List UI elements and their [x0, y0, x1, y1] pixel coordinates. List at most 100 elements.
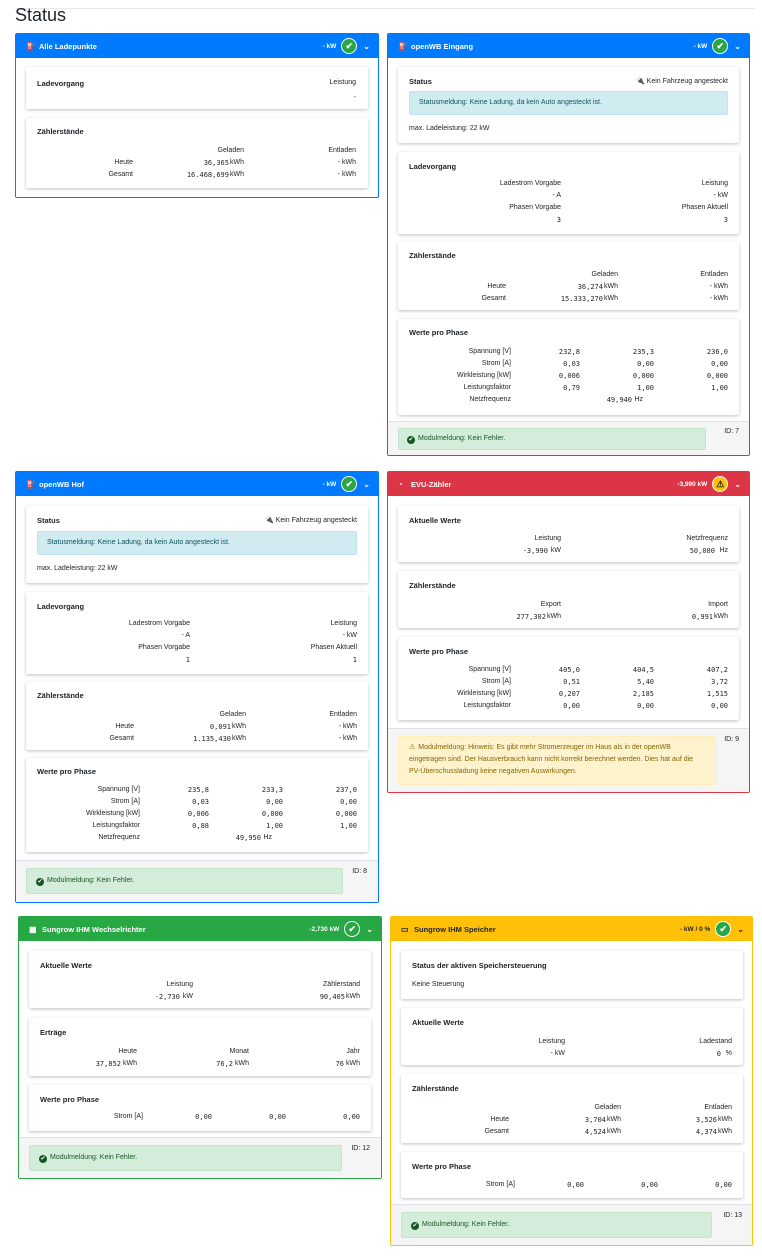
value-leistung: -3,990 — [522, 547, 548, 555]
value-spannung-l2: 235,3 — [632, 348, 654, 356]
warning-icon: ⚠ — [409, 744, 416, 751]
value-heute-entladen: - kWh — [337, 159, 356, 166]
value-netzfrequenz: 50,000 — [689, 547, 715, 555]
card-sungrow-speicher: ▭ Sungrow IHM Speicher - kW / 0 % ✔ ⌄ St… — [390, 916, 753, 1246]
value-leistungsfaktor-l2: 1,00 — [266, 822, 283, 830]
label-leistung: Leistung — [534, 535, 561, 542]
value-gesamt-geladen: 16.468,699 — [186, 171, 229, 179]
section-title: Ladevorgang — [37, 79, 85, 88]
value-speichersteuerung: Keine Steuerung — [412, 981, 465, 988]
chevron-down-icon[interactable]: ⌄ — [363, 479, 370, 489]
check-icon: ✔ — [341, 476, 358, 492]
section-title: Aktuelle Werte — [409, 516, 461, 525]
value-spannung-l1: 235,8 — [187, 786, 209, 794]
section-title: Zählerstände — [37, 691, 84, 700]
section-aktuelle-werte: Aktuelle Werte Leistung Netzfrequenz -3,… — [398, 506, 739, 562]
section-title: Ladevorgang — [37, 602, 85, 611]
value-wirkleistung-l1: 0,207 — [558, 690, 580, 698]
section-ertraege: Erträge Heute Monat Jahr 37,852 kWh 76,2… — [29, 1018, 371, 1076]
vehicle-status-text: Kein Fahrzeug angesteckt — [646, 78, 728, 85]
chevron-down-icon[interactable]: ⌄ — [737, 924, 744, 934]
section-title: Werte pro Phase — [40, 1095, 100, 1104]
label-leistung: Leistung — [166, 981, 193, 988]
module-ok-alert: ✔ Modulmeldung: Kein Fehler. — [398, 428, 706, 450]
label-export: Export — [540, 601, 561, 608]
value-strom-l1: 0,51 — [563, 678, 580, 686]
module-id: ID: 8 — [352, 868, 367, 875]
check-circle-icon: ✔ — [39, 1155, 47, 1163]
card-header[interactable]: ◔ EVU-Zähler -3,990 kW ⚠ ⌄ — [388, 472, 749, 496]
label-strom: Strom [A] — [481, 360, 511, 367]
card-header[interactable]: ⛽ openWB Hof - kW ✔ ⌄ — [16, 472, 378, 496]
card-title: openWB Eingang — [411, 41, 474, 51]
value-spannung-l2: 404,5 — [632, 666, 654, 674]
module-message: Modulmeldung: Hinweis: Es gibt mehr Stro… — [409, 744, 694, 775]
status-alert: Statusmeldung: Keine Ladung, da kein Aut… — [409, 91, 728, 115]
value-gesamt-entladen: 4,374 — [695, 1128, 717, 1136]
check-icon: ✔ — [344, 921, 361, 937]
label-strom: Strom [A] — [481, 678, 511, 685]
label-heute: Heute — [115, 723, 134, 730]
card-header[interactable]: ⛽ Alle Ladepunkte - kW ✔ ⌄ — [16, 34, 378, 58]
check-icon: ✔ — [712, 38, 729, 54]
unit: kWh — [123, 1060, 137, 1067]
value-strom-l3: 0,00 — [715, 1181, 732, 1189]
label-leistungsfaktor: Leistungsfaktor — [463, 702, 511, 709]
card-title: Sungrow IHM Speicher — [414, 924, 496, 934]
value-jahr: 76 — [335, 1060, 344, 1068]
chevron-down-icon[interactable]: ⌄ — [734, 41, 741, 51]
label-spannung: Spannung [V] — [468, 666, 511, 673]
value-spannung-l1: 405,0 — [558, 666, 580, 674]
value-leistungsfaktor-l1: 0,79 — [563, 384, 580, 392]
section-title: Status der aktiven Speichersteuerung — [412, 961, 547, 970]
unit: kWh — [235, 1060, 249, 1067]
label-geladen: Geladen — [217, 147, 244, 154]
value-leistungsfaktor-l3: 1,00 — [340, 822, 357, 830]
module-message: Modulmeldung: Kein Fehler. — [50, 1154, 138, 1161]
section-zaehlerstaende: Zählerstände Geladen Entladen Heute 36,2… — [398, 242, 739, 310]
chevron-down-icon[interactable]: ⌄ — [363, 41, 370, 51]
module-message: Modulmeldung: Kein Fehler. — [422, 1221, 510, 1228]
section-status: Status 🔌 Kein Fahrzeug angesteckt Status… — [26, 506, 368, 583]
section-title: Zählerstände — [412, 1084, 459, 1093]
section-title: Zählerstände — [409, 581, 456, 590]
unit: kWh — [230, 159, 244, 166]
value-wirkleistung-l2: 0,000 — [261, 810, 283, 818]
card-footer: ✔ Modulmeldung: Kein Fehler. ID: 13 — [391, 1204, 752, 1245]
section-title: Werte pro Phase — [409, 328, 469, 337]
value-leistung: - — [353, 94, 356, 101]
charging-station-icon: ⛽ — [26, 479, 36, 489]
value-leistung: - kW — [550, 1050, 565, 1057]
unit: Hz — [634, 396, 643, 403]
value-phasen-vorgabe: 3 — [556, 216, 561, 224]
unit: kWh — [346, 993, 360, 1000]
value-strom-l3: 3,72 — [711, 678, 728, 686]
card-alle-ladepunkte: ⛽ Alle Ladepunkte - kW ✔ ⌄ Ladevorgang L… — [15, 33, 379, 198]
value-spannung-l3: 407,2 — [706, 666, 728, 674]
label-wirkleistung: Wirkleistung [kW] — [456, 372, 511, 379]
value-strom-l2: 5,40 — [637, 678, 654, 686]
card-header[interactable]: ⛽ openWB Eingang - kW ✔ ⌄ — [388, 34, 749, 58]
chevron-down-icon[interactable]: ⌄ — [734, 479, 741, 489]
section-werte-pro-phase: Werte pro Phase Strom [A] 0,00 0,00 0,00 — [29, 1085, 371, 1131]
label-phasen-aktuell: Phasen Aktuell — [310, 644, 357, 651]
plug-icon: 🔌 — [265, 517, 274, 524]
chevron-down-icon[interactable]: ⌄ — [366, 924, 373, 934]
value-heute-geladen: 0,091 — [209, 723, 231, 731]
label-heute: Heute — [490, 1116, 509, 1123]
label-strom: Strom [A] — [485, 1181, 515, 1188]
label-entladen: Entladen — [704, 1104, 732, 1111]
section-zaehlerstaende: Zählerstände Geladen Entladen Heute 0,09… — [26, 682, 368, 750]
value-strom-l3: 0,00 — [711, 360, 728, 368]
section-zaehlerstaende: Zählerstände Geladen Entladen Heute 36,3… — [26, 118, 368, 188]
unit: kWh — [718, 1128, 732, 1135]
section-ladevorgang: Ladevorgang Ladestrom Vorgabe Leistung -… — [398, 152, 739, 234]
module-warning-alert: ⚠ Modulmeldung: Hinweis: Es gibt mehr Str… — [398, 736, 716, 785]
charging-station-icon: ⛽ — [398, 41, 408, 51]
card-header[interactable]: ▦ Sungrow IHM Wechselrichter -2,730 kW ✔… — [19, 917, 381, 941]
card-header[interactable]: ▭ Sungrow IHM Speicher - kW / 0 % ✔ ⌄ — [391, 917, 752, 941]
value-heute-geladen: 36,274 — [577, 283, 603, 291]
label-spannung: Spannung [V] — [468, 348, 511, 355]
section-zaehlerstaende: Zählerstände Export Import 277,302 kWh 0… — [398, 571, 739, 628]
card-sungrow-wechselrichter: ▦ Sungrow IHM Wechselrichter -2,730 kW ✔… — [18, 916, 382, 1179]
